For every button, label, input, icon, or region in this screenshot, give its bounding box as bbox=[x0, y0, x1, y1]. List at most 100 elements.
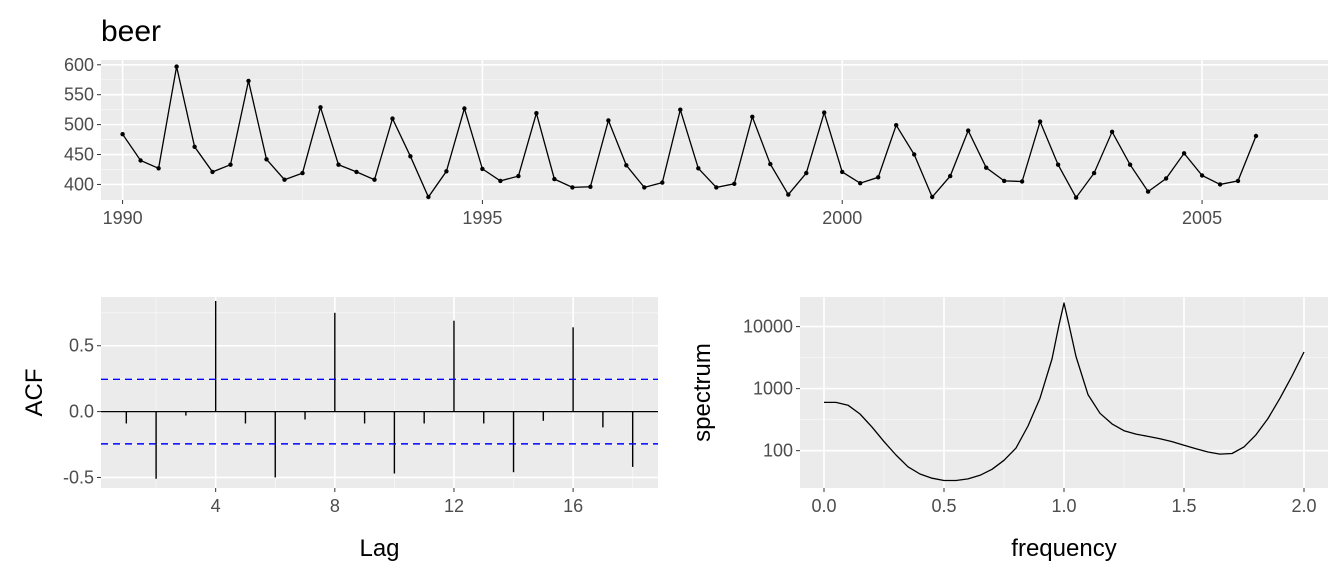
data-point bbox=[930, 194, 935, 200]
x-tick-label: 1.0 bbox=[1051, 496, 1076, 516]
data-point bbox=[282, 177, 287, 182]
y-tick-label: 450 bbox=[64, 145, 94, 165]
x-tick-label: 1.5 bbox=[1171, 496, 1196, 516]
data-point bbox=[210, 169, 215, 175]
data-point bbox=[1002, 178, 1007, 184]
y-tick-label: 500 bbox=[64, 115, 94, 135]
data-point bbox=[1055, 162, 1061, 167]
data-point bbox=[642, 185, 647, 190]
data-point bbox=[408, 154, 413, 159]
x-tick-label: 2000 bbox=[822, 208, 862, 228]
series-line bbox=[122, 66, 1257, 199]
data-point bbox=[246, 78, 251, 84]
data-point bbox=[1253, 133, 1259, 139]
x-tick-label: 4 bbox=[211, 496, 221, 516]
time-series-panel: 1990 1995 2000 2005 400 450 500 550 600 bbox=[64, 55, 1328, 228]
x-axis-title: Lag bbox=[359, 535, 399, 562]
data-point bbox=[1019, 179, 1025, 184]
data-point bbox=[1073, 195, 1079, 200]
data-point bbox=[300, 170, 305, 176]
data-point bbox=[174, 64, 179, 69]
data-point bbox=[534, 111, 539, 116]
figure-title: beer bbox=[101, 15, 161, 48]
y-axis-title: spectrum bbox=[689, 343, 716, 442]
data-point bbox=[1109, 129, 1115, 134]
data-point bbox=[804, 170, 809, 176]
y-tick-label: 600 bbox=[64, 55, 94, 75]
data-point bbox=[714, 185, 719, 190]
data-point bbox=[318, 105, 323, 110]
data-point bbox=[678, 107, 683, 112]
spectrum-line bbox=[824, 302, 1305, 482]
data-point bbox=[948, 173, 953, 179]
data-point bbox=[1181, 151, 1187, 156]
x-tick-label: 1990 bbox=[103, 208, 143, 228]
data-point bbox=[480, 166, 485, 172]
data-point bbox=[840, 169, 845, 175]
panel-background bbox=[101, 297, 658, 488]
data-point bbox=[354, 169, 359, 175]
data-point bbox=[732, 181, 737, 186]
data-point bbox=[516, 173, 521, 179]
y-tick-label: 1000 bbox=[753, 379, 793, 399]
data-point bbox=[1091, 170, 1097, 176]
data-point bbox=[822, 110, 827, 115]
data-point bbox=[912, 152, 917, 157]
x-axis-title: frequency bbox=[1011, 535, 1116, 562]
x-tick-label: 2005 bbox=[1182, 208, 1222, 228]
y-tick-label: 10000 bbox=[743, 317, 793, 337]
data-point bbox=[444, 169, 449, 174]
data-point bbox=[120, 132, 125, 137]
x-tick-label: 0.5 bbox=[931, 496, 956, 516]
data-point bbox=[228, 162, 233, 167]
data-point bbox=[390, 116, 395, 121]
y-tick-label: -0.5 bbox=[63, 467, 94, 487]
data-point bbox=[1145, 189, 1151, 194]
data-point bbox=[876, 175, 881, 180]
data-point bbox=[192, 144, 197, 149]
y-axis-title: ACF bbox=[21, 369, 48, 417]
data-point bbox=[624, 163, 629, 168]
spectrum-panel: 0.0 0.5 1.0 1.5 2.0 100 1000 10000 frequency spec… bbox=[689, 297, 1328, 562]
data-point bbox=[1037, 119, 1043, 124]
data-point bbox=[858, 181, 863, 186]
y-tick-label: 400 bbox=[64, 174, 94, 194]
x-tick-label: 0.0 bbox=[811, 496, 836, 516]
y-tick-label: 0.5 bbox=[69, 336, 94, 356]
data-point bbox=[786, 192, 791, 197]
x-tick-label: 2.0 bbox=[1291, 496, 1316, 516]
data-point bbox=[156, 166, 161, 171]
x-tick-label: 16 bbox=[563, 496, 583, 516]
data-point bbox=[750, 114, 755, 120]
data-point bbox=[768, 161, 773, 167]
data-point bbox=[1127, 162, 1133, 167]
data-point bbox=[426, 194, 431, 200]
y-tick-label: 0.0 bbox=[69, 402, 94, 422]
data-point bbox=[696, 166, 701, 171]
data-point bbox=[336, 162, 341, 167]
data-point bbox=[1235, 178, 1241, 184]
data-point bbox=[570, 185, 575, 190]
data-point bbox=[588, 184, 593, 189]
data-point bbox=[1217, 182, 1223, 187]
x-tick-label: 12 bbox=[444, 496, 464, 516]
y-tick-label: 100 bbox=[763, 441, 793, 461]
x-tick-label: 8 bbox=[330, 496, 340, 516]
acf-panel: 4 8 12 16 -0.5 0.0 0.5 Lag ACF bbox=[21, 297, 658, 562]
data-point bbox=[660, 180, 665, 185]
data-point bbox=[264, 157, 269, 162]
data-point bbox=[498, 178, 503, 184]
data-point bbox=[966, 128, 971, 133]
data-point bbox=[372, 177, 377, 182]
data-point bbox=[462, 106, 467, 111]
x-tick-label: 1995 bbox=[462, 208, 502, 228]
data-point bbox=[984, 165, 989, 170]
data-point bbox=[894, 123, 899, 128]
panel-background bbox=[101, 60, 1328, 200]
data-point bbox=[1199, 173, 1205, 178]
data-point bbox=[552, 176, 557, 182]
data-point bbox=[138, 158, 143, 163]
data-point bbox=[1163, 176, 1169, 181]
y-tick-label: 550 bbox=[64, 85, 94, 105]
